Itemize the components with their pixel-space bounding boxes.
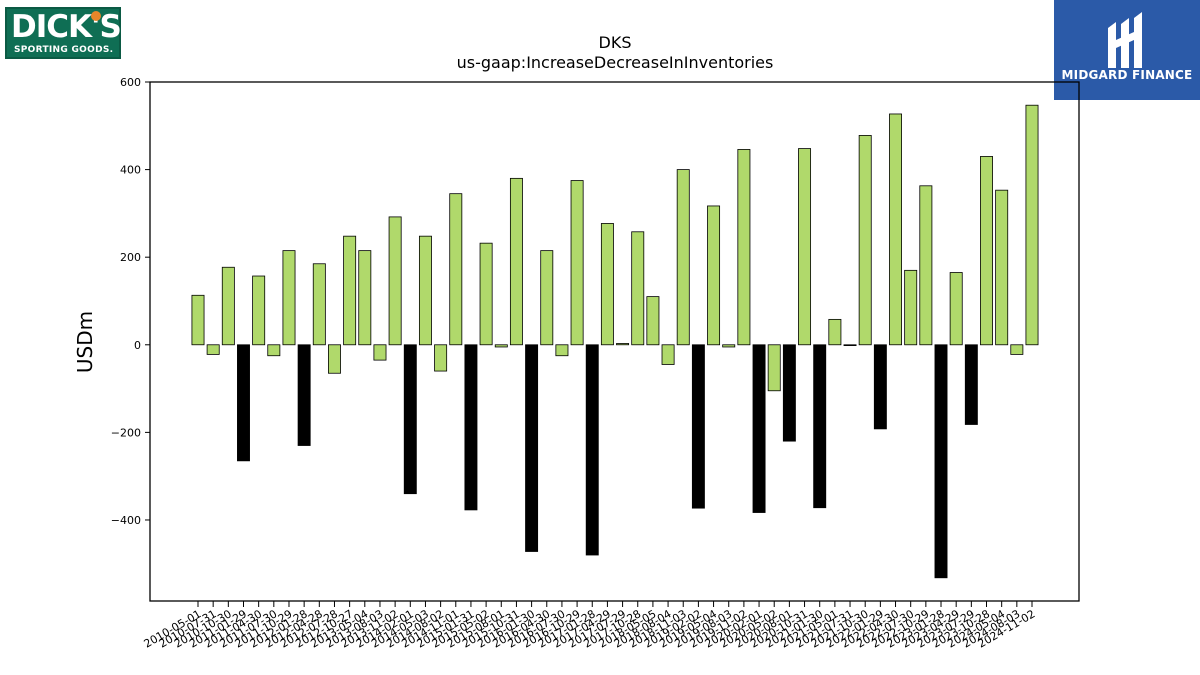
bar-2020-05-02 [767, 344, 781, 392]
dicks-sporting-goods-logo: DICK'S SPORTING GOODS. [5, 7, 122, 59]
bar-2016-04-30 [540, 250, 554, 346]
bar-2018-05-05 [646, 296, 660, 346]
logo-brand-text: DICK'S [11, 9, 122, 45]
bar-2015-05-02 [479, 242, 493, 346]
bar-2019-08-03 [722, 344, 736, 348]
bar-2010-10-30 [221, 266, 235, 346]
bar-2013-08-03 [373, 344, 387, 361]
bars [191, 104, 1039, 579]
y-tick-label: 600 [120, 76, 141, 89]
bar-2016-01-30 [525, 344, 539, 552]
bar-2015-01-31 [464, 344, 478, 511]
y-tick-label: −400 [111, 514, 141, 527]
chart-subtitle: us-gaap:IncreaseDecreaseInInventories [457, 53, 774, 72]
bar-2014-05-03 [418, 235, 432, 346]
bar-2012-04-28 [312, 263, 326, 346]
bar-2017-01-28 [585, 344, 599, 556]
bar-2017-04-29 [600, 223, 614, 346]
bar-2012-07-28 [328, 344, 341, 374]
bar-2024-11-02 [1025, 104, 1039, 346]
basketball-icon [91, 11, 101, 21]
bar-2023-10-28 [980, 156, 993, 346]
bar-2011-04-30 [252, 275, 266, 346]
bar-2010-05-01 [191, 294, 205, 346]
bar-2015-08-01 [494, 344, 508, 348]
bar-2021-05-01 [828, 318, 842, 346]
bar-2022-10-29 [919, 185, 933, 346]
y-axis: −400 −200 0 200 400 600 [111, 76, 150, 527]
bar-2010-07-31 [206, 344, 220, 355]
bar-2021-10-30 [858, 135, 872, 346]
y-tick-label: −200 [111, 426, 141, 439]
bar-2022-01-29 [873, 344, 887, 430]
logo-name-text: MIDGARD FINANCE [1061, 68, 1193, 82]
bar-2014-02-01 [403, 344, 417, 495]
midgard-mark-icon [1108, 12, 1142, 68]
bar-2017-10-28 [631, 231, 645, 346]
midgard-finance-logo: MIDGARD FINANCE [1054, 0, 1200, 100]
bar-2022-07-30 [904, 269, 918, 346]
y-tick-label: 400 [120, 164, 141, 177]
bar-2017-07-29 [616, 343, 630, 346]
bar-2021-07-31 [843, 344, 857, 346]
bar-2011-10-29 [282, 250, 296, 346]
y-axis-label: USDm [73, 311, 97, 373]
bar-2014-08-02 [434, 344, 448, 372]
bar-2013-11-02 [388, 216, 402, 346]
bar-2018-08-04 [661, 344, 675, 365]
bar-2024-05-04 [995, 189, 1009, 346]
y-tick-label: 0 [134, 339, 141, 352]
bar-2023-07-29 [964, 344, 978, 425]
y-tick-label: 200 [120, 251, 141, 264]
bar-2018-11-03 [676, 169, 690, 346]
x-axis: 2010-05-012010-07-312010-10-302011-01-29… [142, 601, 1038, 651]
bar-2023-04-29 [949, 272, 963, 346]
chart-title: DKS [599, 33, 632, 52]
bar-2013-05-04 [358, 250, 372, 346]
bar-2020-08-01 [782, 344, 796, 442]
bar-2011-07-30 [267, 344, 281, 357]
bar-2020-02-01 [752, 344, 766, 513]
bar-2020-10-31 [798, 148, 812, 346]
bar-2012-10-27 [343, 235, 357, 346]
logo-sub-text: SPORTING GOODS. [14, 45, 114, 55]
bar-2016-10-29 [570, 180, 584, 346]
bar-2011-01-29 [237, 344, 250, 462]
bar-2019-11-02 [737, 149, 751, 346]
bar-2015-10-31 [509, 177, 523, 346]
bar-2024-08-03 [1010, 344, 1024, 355]
bar-2023-01-28 [934, 344, 948, 579]
bar-2019-05-04 [707, 205, 721, 346]
bar-2022-04-30 [889, 113, 902, 346]
bar-2014-11-01 [449, 193, 463, 346]
plot-frame [149, 81, 1080, 602]
bar-2016-07-30 [555, 344, 569, 357]
bar-2019-02-02 [691, 344, 705, 509]
bar-2021-01-30 [813, 344, 827, 509]
bar-2012-01-28 [297, 344, 311, 446]
